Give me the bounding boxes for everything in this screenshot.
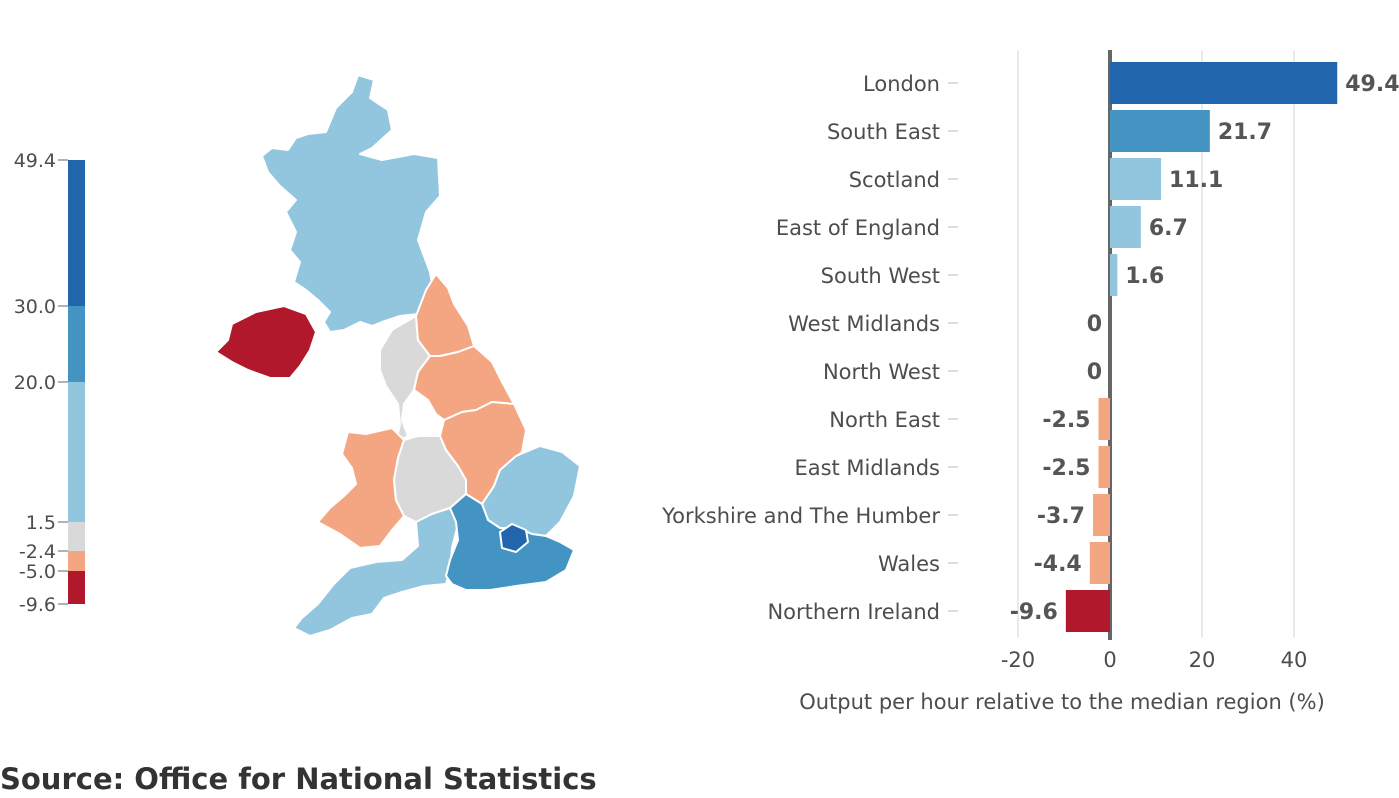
category-label: North West <box>823 360 940 384</box>
value-label: -2.5 <box>1042 456 1090 481</box>
bar <box>1089 542 1110 584</box>
bar <box>1065 590 1110 632</box>
category-label: Scotland <box>849 168 940 192</box>
value-label: 0 <box>1087 360 1102 385</box>
legend-band <box>68 306 85 382</box>
bar <box>1110 62 1338 104</box>
chart-bars <box>1065 62 1338 632</box>
value-label: -9.6 <box>1010 600 1058 625</box>
value-label: 0 <box>1087 312 1102 337</box>
category-label: South East <box>827 120 940 144</box>
bar <box>1110 206 1141 248</box>
legend-band <box>68 522 85 551</box>
legend-band <box>68 160 85 306</box>
source-note: Source: Office for National Statistics <box>0 762 597 796</box>
map-region-northern-ireland <box>215 305 317 379</box>
bar <box>1098 398 1110 440</box>
category-label: East of England <box>776 216 940 240</box>
x-axis-tick-labels: -20 0 20 40 <box>1001 648 1308 672</box>
bar <box>1110 110 1210 152</box>
legend-tick-label: 20.0 <box>14 372 56 394</box>
value-label: 21.7 <box>1218 120 1272 145</box>
category-label: East Midlands <box>794 456 940 480</box>
value-label: -2.5 <box>1042 408 1090 433</box>
legend-tick-label: -9.6 <box>19 594 56 616</box>
bar <box>1110 158 1162 200</box>
legend-band <box>68 571 85 604</box>
color-legend: 49.4 30.0 20.0 1.5 -2.4-5.0 -9.6 <box>14 150 85 616</box>
legend-tick-label: 49.4 <box>14 150 56 172</box>
bar <box>1092 494 1110 536</box>
x-tick-label: -20 <box>1001 648 1035 672</box>
category-labels: London South East Scotland East of England S… <box>661 72 958 624</box>
legend-tick-label: -5.0 <box>19 561 56 583</box>
category-label: London <box>863 72 940 96</box>
category-label: West Midlands <box>788 312 940 336</box>
map-region-wales <box>317 427 405 549</box>
bar <box>1110 254 1118 296</box>
value-label: -3.7 <box>1037 504 1085 529</box>
map-region-london <box>499 523 529 553</box>
x-tick-label: 40 <box>1281 648 1308 672</box>
category-label: South West <box>821 264 940 288</box>
value-label: 6.7 <box>1149 216 1188 241</box>
legend-band <box>68 382 85 522</box>
uk-regions-map <box>215 74 581 637</box>
x-tick-label: 20 <box>1189 648 1216 672</box>
category-label: Northern Ireland <box>767 600 940 624</box>
value-label: 1.6 <box>1125 264 1164 289</box>
category-label: Wales <box>878 552 940 576</box>
legend-tick-label: -2.4 <box>19 541 56 563</box>
legend-tick-label: 1.5 <box>26 512 56 534</box>
value-label: 49.4 <box>1345 72 1399 97</box>
category-label: North East <box>829 408 940 432</box>
bar <box>1098 446 1110 488</box>
value-label: -4.4 <box>1034 552 1082 577</box>
x-tick-label: 0 <box>1103 648 1116 672</box>
legend-tick-label: 30.0 <box>14 296 56 318</box>
value-labels: 49.4 21.7 11.1 6.7 1.6 0 0 -2.5 -2.5 -3.7 -4.4 -9.6 <box>1010 72 1399 625</box>
map-region-scotland <box>261 74 441 333</box>
legend-band <box>68 551 85 571</box>
map-region-south-west <box>293 507 459 637</box>
value-label: 11.1 <box>1169 168 1223 193</box>
x-axis-title: Output per hour relative to the median r… <box>799 690 1325 714</box>
category-label: Yorkshire and The Humber <box>661 504 940 528</box>
